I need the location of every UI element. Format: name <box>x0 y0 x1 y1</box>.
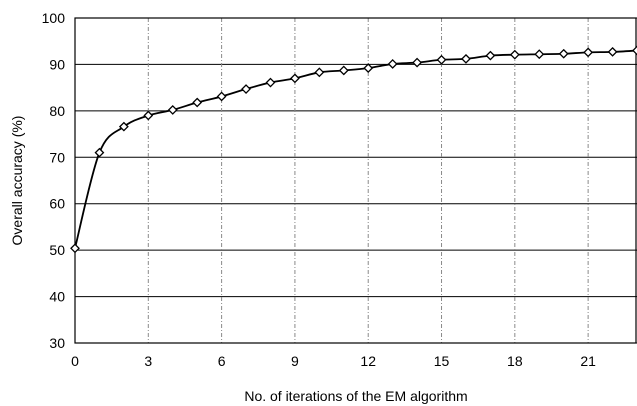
data-point-marker <box>461 53 471 64</box>
data-point-marker <box>118 121 129 132</box>
y-tick-label: 60 <box>49 196 65 212</box>
data-point-marker <box>94 147 105 158</box>
data-point-marker <box>192 97 203 108</box>
horizontal-gridlines <box>75 17 637 344</box>
plot-frame <box>74 17 637 344</box>
x-axis-tick-labels: 0 3 6 9 12 15 18 21 <box>71 353 596 369</box>
data-point-marker <box>558 48 569 59</box>
x-tick-label: 3 <box>144 353 152 369</box>
data-point-marker <box>583 47 594 58</box>
data-point-marker <box>436 54 447 65</box>
x-tick-label: 21 <box>580 353 596 369</box>
x-tick-label: 9 <box>291 353 299 369</box>
data-point-marker <box>485 50 496 61</box>
data-point-marker <box>314 67 325 78</box>
data-point-marker <box>265 77 276 88</box>
y-tick-label: 50 <box>49 242 65 258</box>
data-point-marker <box>363 63 374 74</box>
data-point-marker <box>387 59 398 69</box>
x-axis-title: No. of iterations of the EM algorithm <box>244 388 467 404</box>
data-point-marker <box>534 49 545 60</box>
x-tick-label: 6 <box>218 353 226 369</box>
y-tick-label: 40 <box>49 289 65 305</box>
data-point-marker <box>632 45 637 56</box>
y-tick-label: 90 <box>49 56 65 72</box>
data-point-marker <box>338 65 349 76</box>
x-tick-label: 0 <box>71 353 79 369</box>
data-point-marker <box>167 105 178 115</box>
data-point-marker <box>143 110 154 121</box>
data-point-marker <box>216 91 227 102</box>
data-point-marker <box>289 73 300 84</box>
y-tick-label: 80 <box>49 103 65 119</box>
y-tick-label: 100 <box>42 10 66 26</box>
series-layer <box>70 45 637 254</box>
x-tick-label: 15 <box>434 353 450 369</box>
data-point-marker <box>607 46 618 57</box>
data-point-marker <box>509 49 520 60</box>
series-line <box>74 49 637 249</box>
x-tick-label: 18 <box>507 353 523 369</box>
y-axis-tick-labels: 30 40 50 60 70 80 90 100 <box>42 10 66 351</box>
x-tick-label: 12 <box>360 353 376 369</box>
data-point-marker <box>70 243 80 254</box>
data-point-marker <box>241 84 251 94</box>
data-point-marker <box>412 57 423 68</box>
y-axis-title: Overall accuracy (%) <box>9 116 25 246</box>
y-tick-label: 70 <box>49 149 65 165</box>
y-tick-label: 30 <box>49 335 65 351</box>
